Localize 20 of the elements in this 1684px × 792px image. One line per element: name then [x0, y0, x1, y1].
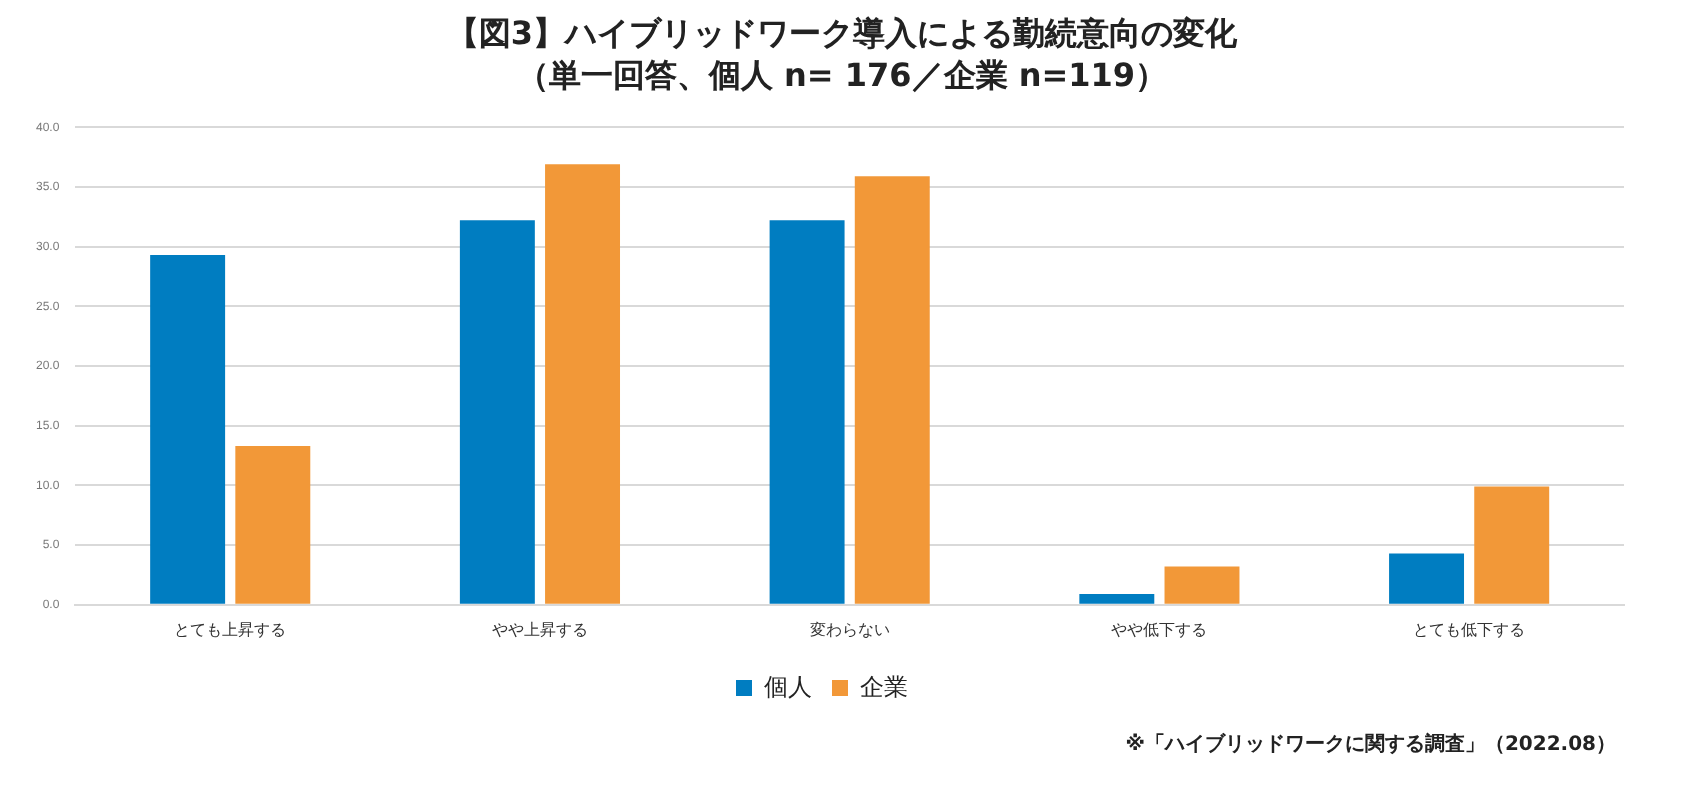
legend-label: 企業 — [860, 672, 908, 701]
bar — [235, 446, 311, 604]
bar — [1474, 486, 1550, 604]
bar — [1079, 594, 1155, 604]
x-tick-label: とても上昇する — [174, 620, 287, 639]
x-tick-label: 変わらない — [809, 620, 890, 639]
x-tick-label: やや低下する — [1111, 620, 1208, 639]
bar — [1389, 553, 1465, 604]
bar — [854, 176, 930, 604]
bar — [459, 220, 535, 604]
bar — [1164, 566, 1240, 604]
text: ※「ハイブリッドワークに関する調査」（2022.08） — [1125, 730, 1616, 758]
bar — [150, 254, 226, 604]
x-tick-label: やや上昇する — [491, 620, 588, 639]
x-tick-label: とても低下する — [1413, 620, 1526, 639]
legend-label: 個人 — [764, 672, 812, 701]
bar — [545, 164, 621, 604]
chart-title: 【図3】ハイブリッドワーク導入による勤続意向の変化 — [444, 12, 1240, 54]
bar — [769, 220, 845, 604]
chart-subtitle: （単一回答、個人 n= 176／企業 n=119） — [514, 54, 1170, 96]
